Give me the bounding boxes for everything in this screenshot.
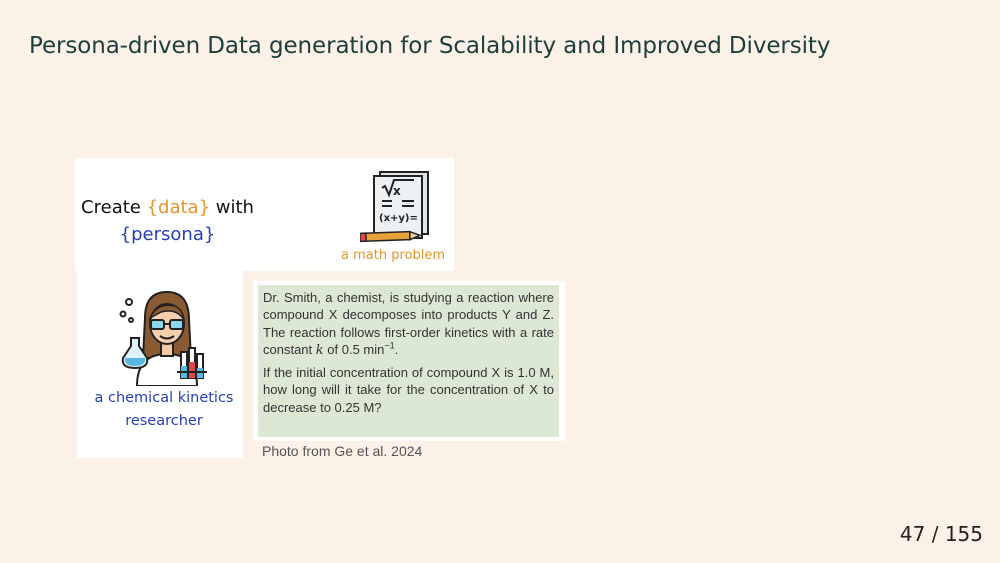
- data-example-label: a math problem: [341, 248, 445, 263]
- with-word: with: [210, 197, 254, 218]
- math-document-icon: x (x+y)=: [360, 171, 429, 243]
- scientist-icon: [119, 290, 207, 386]
- prompt-panel: Create {data} with {persona} x (x+y)= a …: [75, 158, 454, 271]
- prompt-template-text: Create {data} with {persona}: [80, 194, 255, 248]
- persona-token: {persona}: [119, 224, 216, 245]
- data-token: {data}: [146, 197, 211, 218]
- generated-problem-text: Dr. Smith, a chemist, is studying a reac…: [258, 285, 559, 437]
- problem-paragraph-1: Dr. Smith, a chemist, is studying a reac…: [263, 290, 554, 358]
- persona-label-line2: researcher: [125, 413, 203, 429]
- figure-caption: Photo from Ge et al. 2024: [262, 443, 423, 459]
- generated-problem-frame: Dr. Smith, a chemist, is studying a reac…: [253, 281, 565, 441]
- create-prefix: Create: [81, 197, 147, 218]
- problem-paragraph-2: If the initial concentration of compound…: [263, 365, 554, 415]
- svg-text:x: x: [393, 184, 401, 198]
- persona-panel: a chemical kinetics researcher: [77, 270, 243, 458]
- slide-title: Persona-driven Data generation for Scala…: [29, 33, 831, 59]
- persona-label-line1: a chemical kinetics: [94, 390, 234, 406]
- doc-icon-text: (x+y)=: [379, 213, 418, 224]
- page-number: 47 / 155: [899, 522, 983, 546]
- rate-constant-symbol: k: [315, 342, 324, 358]
- persona-label: a chemical kinetics researcher: [77, 387, 251, 433]
